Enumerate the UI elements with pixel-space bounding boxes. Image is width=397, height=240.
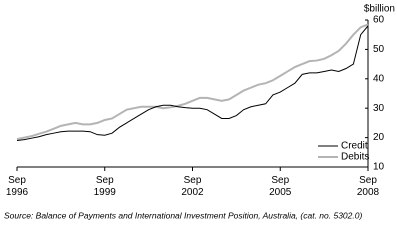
y-tick-label: 60 [373, 15, 385, 26]
y-tick-label: 40 [373, 73, 385, 84]
y-tick-label: 20 [373, 132, 385, 143]
data-line [16, 23, 369, 141]
x-tick-label: Sep 1999 [94, 175, 117, 198]
unit-label: $billion [364, 4, 395, 15]
source-note: Source: Balance of Payments and Internat… [4, 210, 362, 220]
y-tick-label: 30 [373, 103, 385, 114]
data-line [16, 25, 369, 142]
legend-label: Debits [341, 152, 369, 163]
x-tick-label: Sep 1996 [6, 175, 29, 198]
x-tick-label: Sep 2005 [269, 175, 292, 198]
chart: $billion Source: Balance of Payments and… [4, 4, 395, 221]
x-tick-label: Sep 2008 [357, 175, 380, 198]
legend-label: Credit [341, 141, 368, 152]
y-tick-label: 10 [373, 162, 385, 173]
x-tick-label: Sep 2002 [181, 175, 204, 198]
y-tick-label: 50 [373, 44, 385, 55]
